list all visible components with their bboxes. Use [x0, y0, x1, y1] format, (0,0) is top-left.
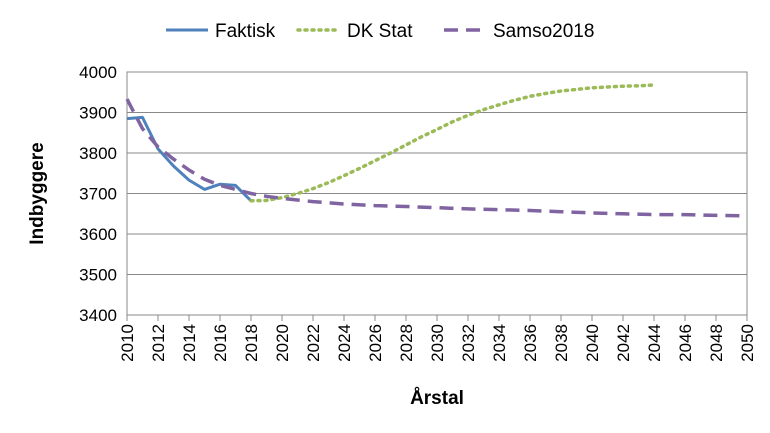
x-tick-label: 2044 — [645, 324, 664, 362]
x-tick-label: 2046 — [676, 324, 695, 362]
y-tick-label: 3400 — [79, 306, 117, 325]
y-axis-title: Indbyggere — [27, 142, 48, 244]
x-tick-label: 2042 — [614, 324, 633, 362]
x-axis-title: Årstal — [410, 388, 464, 409]
gridlines — [127, 71, 747, 275]
y-axis-ticks: 3400 3500 3600 3700 3800 3900 4000 — [79, 63, 117, 325]
x-tick-label: 2032 — [459, 324, 478, 362]
series-line-dk-stat — [249, 83, 656, 203]
x-tick-label: 2010 — [118, 324, 137, 362]
legend: Faktisk DK Stat Samso2018 — [166, 21, 594, 42]
x-tick-label: 2020 — [273, 324, 292, 362]
legend-label-faktisk: Faktisk — [215, 21, 276, 42]
y-tick-label: 3500 — [79, 266, 117, 285]
x-tick-label: 2022 — [304, 324, 323, 362]
x-tick-label: 2024 — [335, 324, 354, 362]
series-line-samso2018 — [125, 98, 748, 218]
y-tick-label: 4000 — [79, 63, 117, 82]
legend-label-samso2018: Samso2018 — [493, 21, 594, 42]
x-tick-label: 2018 — [242, 324, 261, 362]
series-layer — [125, 83, 748, 218]
x-tick-label: 2026 — [366, 324, 385, 362]
x-tick-label: 2036 — [521, 324, 540, 362]
y-tick-label: 3700 — [79, 185, 117, 204]
x-tick-label: 2034 — [490, 324, 509, 362]
x-axis-ticks: 2010 2012 2014 2016 2018 2020 2022 2024 2026 2028… — [118, 315, 757, 362]
x-tick-label: 2048 — [707, 324, 726, 362]
y-tick-label: 3900 — [79, 104, 117, 123]
x-tick-label: 2028 — [397, 324, 416, 362]
y-tick-label: 3600 — [79, 225, 117, 244]
x-tick-label: 2050 — [738, 324, 757, 362]
legend-label-dk-stat: DK Stat — [347, 21, 413, 42]
x-tick-label: 2030 — [428, 324, 447, 362]
x-tick-label: 2016 — [211, 324, 230, 362]
series-line-faktisk — [126, 115, 253, 202]
y-tick-label: 3800 — [79, 144, 117, 163]
x-tick-label: 2014 — [180, 324, 199, 362]
x-tick-label: 2040 — [583, 324, 602, 362]
x-tick-label: 2012 — [149, 324, 168, 362]
x-tick-label: 2038 — [552, 324, 571, 362]
